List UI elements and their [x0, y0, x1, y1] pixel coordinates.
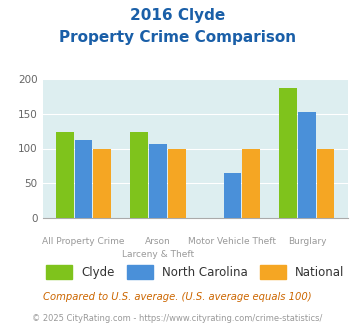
Text: All Property Crime: All Property Crime	[42, 237, 125, 246]
Bar	[242, 148, 260, 218]
Bar	[279, 87, 297, 218]
Legend: Clyde, North Carolina, National: Clyde, North Carolina, National	[46, 265, 344, 279]
Text: Motor Vehicle Theft: Motor Vehicle Theft	[189, 237, 277, 246]
Bar	[298, 113, 316, 218]
Bar	[168, 148, 186, 218]
Text: Larceny & Theft: Larceny & Theft	[122, 250, 194, 259]
Bar	[317, 148, 334, 218]
Text: Property Crime Comparison: Property Crime Comparison	[59, 30, 296, 45]
Text: Arson: Arson	[145, 237, 171, 246]
Bar	[75, 140, 93, 218]
Bar	[224, 173, 241, 218]
Bar	[93, 148, 111, 218]
Text: Burglary: Burglary	[288, 237, 326, 246]
Text: Compared to U.S. average. (U.S. average equals 100): Compared to U.S. average. (U.S. average …	[43, 292, 312, 302]
Text: © 2025 CityRating.com - https://www.cityrating.com/crime-statistics/: © 2025 CityRating.com - https://www.city…	[32, 314, 323, 323]
Bar	[56, 132, 74, 218]
Text: 2016 Clyde: 2016 Clyde	[130, 8, 225, 23]
Bar	[149, 144, 167, 218]
Bar	[131, 132, 148, 218]
